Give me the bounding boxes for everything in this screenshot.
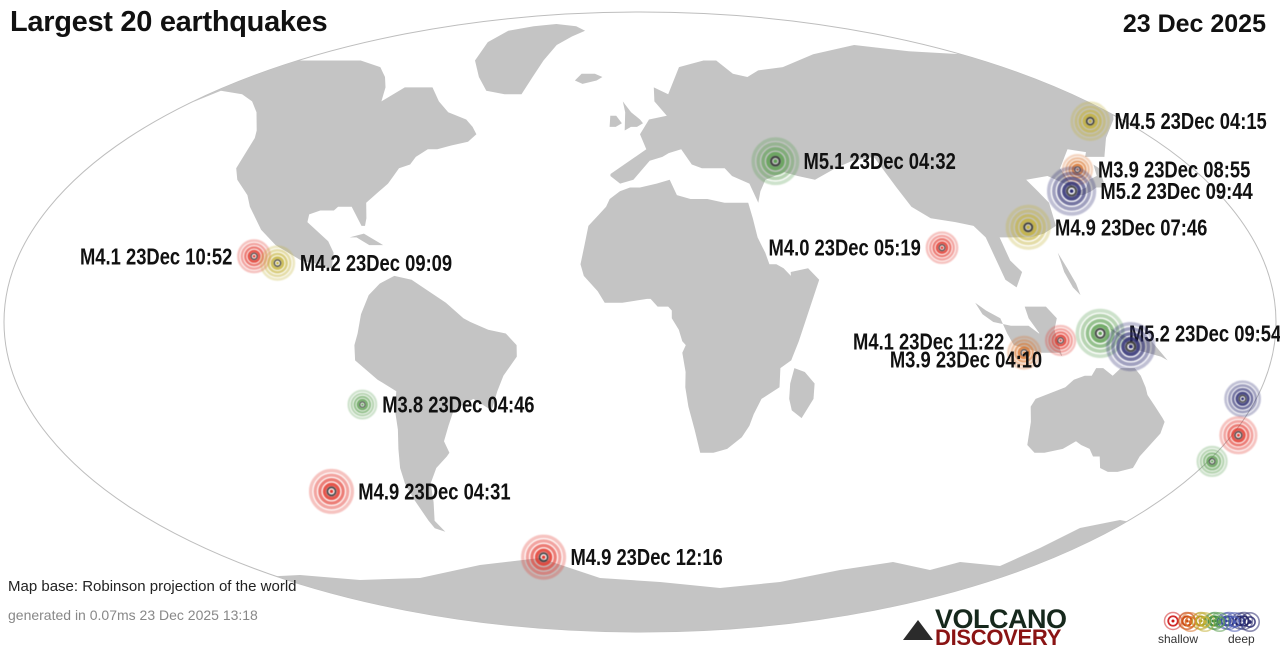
svg-text:M3.8 23Dec 04:46: M3.8 23Dec 04:46 [382,393,534,418]
svg-text:M4.9 23Dec 12:16: M4.9 23Dec 12:16 [570,545,722,570]
svg-text:shallow: shallow [1158,632,1198,646]
svg-text:M3.9 23Dec 04:10: M3.9 23Dec 04:10 [890,348,1042,373]
svg-text:M4.1 23Dec 10:52: M4.1 23Dec 10:52 [80,244,232,269]
svg-text:deep: deep [1228,632,1255,646]
svg-text:M5.1 23Dec 04:32: M5.1 23Dec 04:32 [804,149,956,174]
svg-text:M4.9 23Dec 04:31: M4.9 23Dec 04:31 [358,480,510,505]
svg-text:M5.2 23Dec 09:44: M5.2 23Dec 09:44 [1100,179,1253,204]
svg-text:DISCOVERY: DISCOVERY [935,625,1062,646]
svg-text:M4.5 23Dec 04:15: M4.5 23Dec 04:15 [1114,109,1266,134]
svg-text:M4.9 23Dec 07:46: M4.9 23Dec 07:46 [1055,215,1207,240]
svg-text:M4.0 23Dec 05:19: M4.0 23Dec 05:19 [769,236,921,261]
svg-text:M4.2 23Dec 09:09: M4.2 23Dec 09:09 [300,251,452,276]
